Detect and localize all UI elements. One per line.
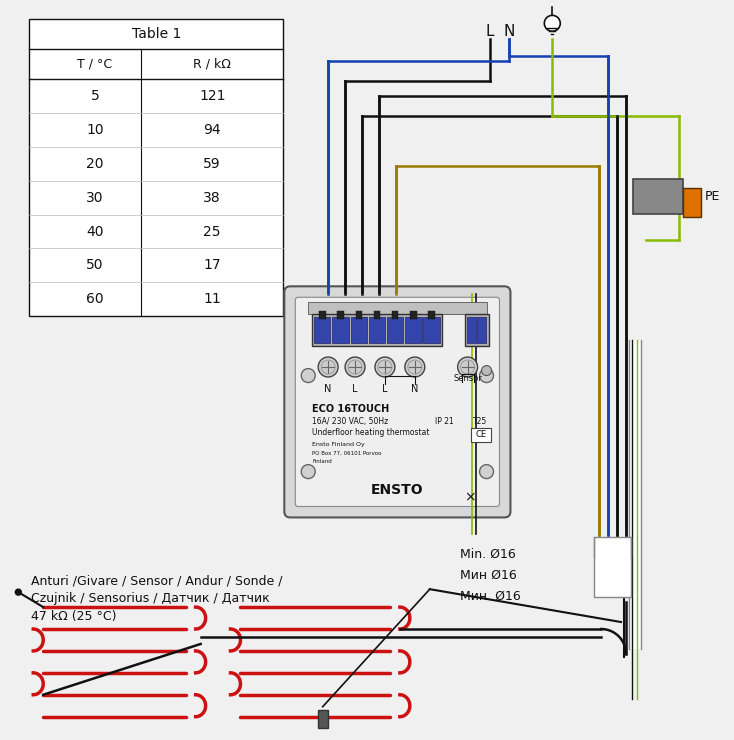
- Text: 5: 5: [90, 89, 99, 103]
- Circle shape: [458, 357, 478, 377]
- Text: N: N: [504, 24, 515, 38]
- Text: 25: 25: [203, 224, 221, 238]
- Text: T / °C: T / °C: [77, 58, 112, 70]
- Bar: [633, 179, 683, 214]
- Circle shape: [545, 16, 560, 31]
- Bar: [594, 537, 631, 597]
- Text: PO Box 77, 06101 Porvoo: PO Box 77, 06101 Porvoo: [312, 451, 382, 456]
- Bar: [392, 312, 399, 319]
- Text: N: N: [411, 384, 418, 394]
- Circle shape: [479, 465, 493, 479]
- Bar: [351, 317, 367, 343]
- Bar: [429, 312, 435, 319]
- Text: 40: 40: [86, 224, 103, 238]
- Bar: [629, 340, 641, 649]
- Text: CE: CE: [475, 430, 486, 440]
- Bar: [369, 317, 385, 343]
- Text: 17: 17: [203, 258, 221, 272]
- Bar: [319, 312, 326, 319]
- Circle shape: [482, 366, 492, 376]
- Bar: [312, 314, 442, 346]
- Bar: [476, 317, 486, 343]
- Text: R / kΩ: R / kΩ: [193, 58, 231, 70]
- Text: L: L: [382, 384, 388, 394]
- Bar: [683, 188, 701, 217]
- Text: Finland: Finland: [312, 459, 332, 464]
- Bar: [465, 314, 489, 346]
- Circle shape: [375, 357, 395, 377]
- Bar: [308, 302, 487, 314]
- Text: Underfloor heating thermostat: Underfloor heating thermostat: [312, 428, 429, 437]
- FancyBboxPatch shape: [295, 297, 500, 506]
- Circle shape: [479, 369, 493, 383]
- Text: Table 1: Table 1: [131, 27, 181, 41]
- Text: 20: 20: [86, 157, 103, 171]
- Circle shape: [318, 357, 338, 377]
- Bar: [387, 317, 403, 343]
- Bar: [405, 317, 421, 343]
- Bar: [410, 312, 417, 319]
- Text: PE: PE: [705, 189, 720, 203]
- FancyBboxPatch shape: [284, 286, 510, 517]
- Text: 30: 30: [86, 191, 103, 205]
- Text: Ensto Finland Oy: Ensto Finland Oy: [312, 443, 365, 447]
- Text: 10: 10: [86, 123, 103, 137]
- Bar: [424, 317, 440, 343]
- Text: ECO 16TOUCH: ECO 16TOUCH: [312, 404, 390, 414]
- Bar: [338, 312, 344, 319]
- Bar: [318, 710, 327, 727]
- Circle shape: [405, 357, 425, 377]
- Text: 38: 38: [203, 191, 221, 205]
- Text: 94: 94: [203, 123, 221, 137]
- Text: L: L: [352, 384, 357, 394]
- Text: 121: 121: [199, 89, 225, 103]
- Text: IP 21: IP 21: [435, 417, 454, 426]
- Text: N: N: [324, 384, 332, 394]
- Circle shape: [345, 357, 365, 377]
- Bar: [29, 19, 283, 316]
- Text: L: L: [485, 24, 494, 38]
- Circle shape: [15, 589, 21, 595]
- Text: ENSTO: ENSTO: [371, 482, 424, 497]
- Text: 16A/ 230 VAC, 50Hz: 16A/ 230 VAC, 50Hz: [312, 417, 388, 426]
- Text: 60: 60: [86, 292, 103, 306]
- Bar: [314, 317, 330, 343]
- Text: T25: T25: [473, 417, 487, 426]
- Text: 50: 50: [86, 258, 103, 272]
- Text: Sensor: Sensor: [453, 374, 482, 383]
- Text: 11: 11: [203, 292, 221, 306]
- Text: ⨯: ⨯: [464, 490, 476, 503]
- Bar: [355, 312, 362, 319]
- Text: Anturi /Givare / Sensor / Andur / Sonde /
Czujnik / Sensorius / Датчик / Датчик
: Anturi /Givare / Sensor / Andur / Sonde …: [32, 574, 283, 623]
- Bar: [374, 312, 380, 319]
- Bar: [467, 317, 476, 343]
- Text: Min. Ø16
Mин Ø16
Мин. Ø16: Min. Ø16 Mин Ø16 Мин. Ø16: [459, 548, 520, 602]
- Circle shape: [301, 465, 315, 479]
- Bar: [470, 428, 490, 442]
- Text: 59: 59: [203, 157, 221, 171]
- Bar: [333, 317, 349, 343]
- Circle shape: [301, 369, 315, 383]
